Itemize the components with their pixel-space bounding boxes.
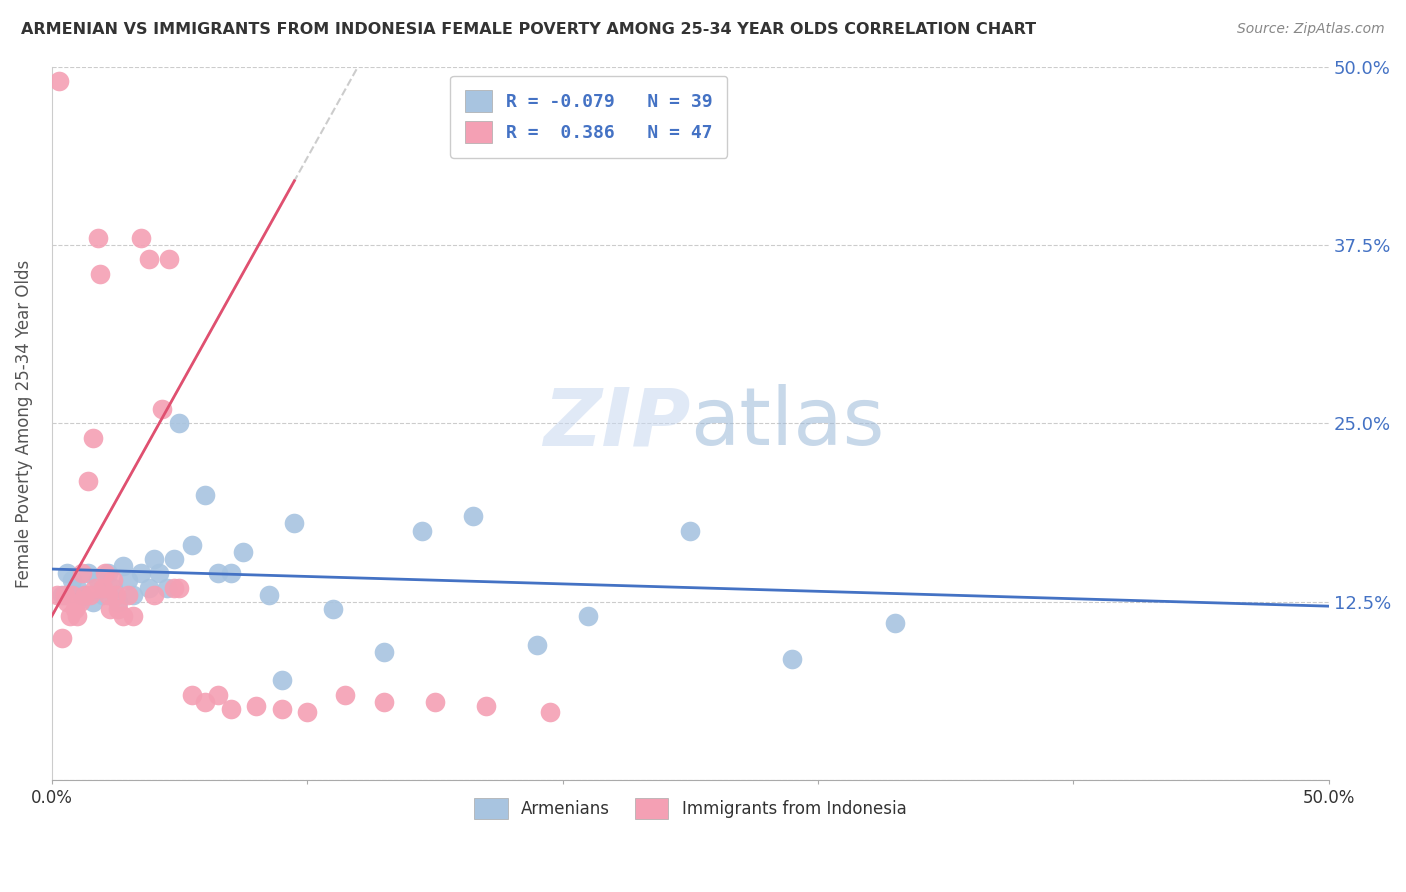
Point bbox=[63, 602, 86, 616]
Point bbox=[322, 602, 344, 616]
Point bbox=[142, 552, 165, 566]
Point bbox=[91, 581, 114, 595]
Point bbox=[53, 588, 76, 602]
Point bbox=[107, 602, 129, 616]
Point bbox=[148, 566, 170, 581]
Point bbox=[56, 595, 79, 609]
Point bbox=[219, 702, 242, 716]
Point bbox=[181, 688, 204, 702]
Point bbox=[79, 588, 101, 602]
Point bbox=[138, 252, 160, 267]
Point bbox=[100, 602, 122, 616]
Point bbox=[72, 566, 94, 581]
Point bbox=[270, 702, 292, 716]
Point bbox=[373, 645, 395, 659]
Point bbox=[463, 509, 485, 524]
Point bbox=[169, 417, 191, 431]
Point bbox=[129, 566, 152, 581]
Point bbox=[423, 695, 446, 709]
Point bbox=[73, 588, 96, 602]
Point bbox=[373, 695, 395, 709]
Point bbox=[82, 595, 104, 609]
Point bbox=[117, 588, 139, 602]
Point bbox=[87, 574, 110, 588]
Point bbox=[97, 588, 120, 602]
Text: ZIP: ZIP bbox=[543, 384, 690, 462]
Text: atlas: atlas bbox=[690, 384, 884, 462]
Point bbox=[51, 631, 73, 645]
Point bbox=[60, 574, 83, 588]
Point bbox=[101, 581, 124, 595]
Point bbox=[66, 609, 89, 624]
Point bbox=[156, 581, 179, 595]
Point bbox=[51, 588, 73, 602]
Point bbox=[411, 524, 433, 538]
Point bbox=[72, 588, 94, 602]
Y-axis label: Female Poverty Among 25-34 Year Olds: Female Poverty Among 25-34 Year Olds bbox=[15, 260, 32, 588]
Point bbox=[157, 252, 180, 267]
Point bbox=[117, 574, 139, 588]
Point bbox=[59, 609, 82, 624]
Point bbox=[142, 588, 165, 602]
Point bbox=[56, 566, 79, 581]
Point bbox=[576, 609, 599, 624]
Point bbox=[270, 673, 292, 688]
Point bbox=[257, 588, 280, 602]
Point bbox=[283, 516, 305, 531]
Point bbox=[194, 488, 217, 502]
Point bbox=[194, 695, 217, 709]
Point bbox=[526, 638, 548, 652]
Point bbox=[87, 231, 110, 245]
Point bbox=[335, 688, 357, 702]
Point bbox=[219, 566, 242, 581]
Point bbox=[129, 231, 152, 245]
Point bbox=[66, 581, 89, 595]
Point bbox=[122, 588, 145, 602]
Point bbox=[45, 588, 67, 602]
Point bbox=[475, 699, 498, 714]
Point bbox=[82, 431, 104, 445]
Point bbox=[150, 402, 173, 417]
Text: ARMENIAN VS IMMIGRANTS FROM INDONESIA FEMALE POVERTY AMONG 25-34 YEAR OLDS CORRE: ARMENIAN VS IMMIGRANTS FROM INDONESIA FE… bbox=[21, 22, 1036, 37]
Point bbox=[69, 595, 91, 609]
Point bbox=[169, 581, 191, 595]
Point bbox=[76, 566, 98, 581]
Point bbox=[538, 705, 561, 719]
Point bbox=[245, 699, 267, 714]
Point bbox=[883, 616, 905, 631]
Point bbox=[76, 474, 98, 488]
Point bbox=[84, 581, 107, 595]
Point bbox=[104, 588, 127, 602]
Point bbox=[122, 609, 145, 624]
Point bbox=[295, 705, 318, 719]
Point bbox=[181, 538, 204, 552]
Point bbox=[138, 581, 160, 595]
Point bbox=[207, 566, 229, 581]
Point bbox=[89, 267, 111, 281]
Point bbox=[679, 524, 702, 538]
Point bbox=[207, 688, 229, 702]
Point bbox=[232, 545, 254, 559]
Point bbox=[782, 652, 804, 666]
Point bbox=[163, 581, 186, 595]
Point bbox=[91, 588, 114, 602]
Legend: Armenians, Immigrants from Indonesia: Armenians, Immigrants from Indonesia bbox=[468, 792, 912, 825]
Point bbox=[101, 574, 124, 588]
Text: Source: ZipAtlas.com: Source: ZipAtlas.com bbox=[1237, 22, 1385, 37]
Point bbox=[112, 559, 135, 574]
Point bbox=[163, 552, 186, 566]
Point bbox=[112, 609, 135, 624]
Point bbox=[60, 588, 83, 602]
Point bbox=[107, 595, 129, 609]
Point bbox=[97, 566, 120, 581]
Point bbox=[48, 74, 70, 88]
Point bbox=[94, 566, 117, 581]
